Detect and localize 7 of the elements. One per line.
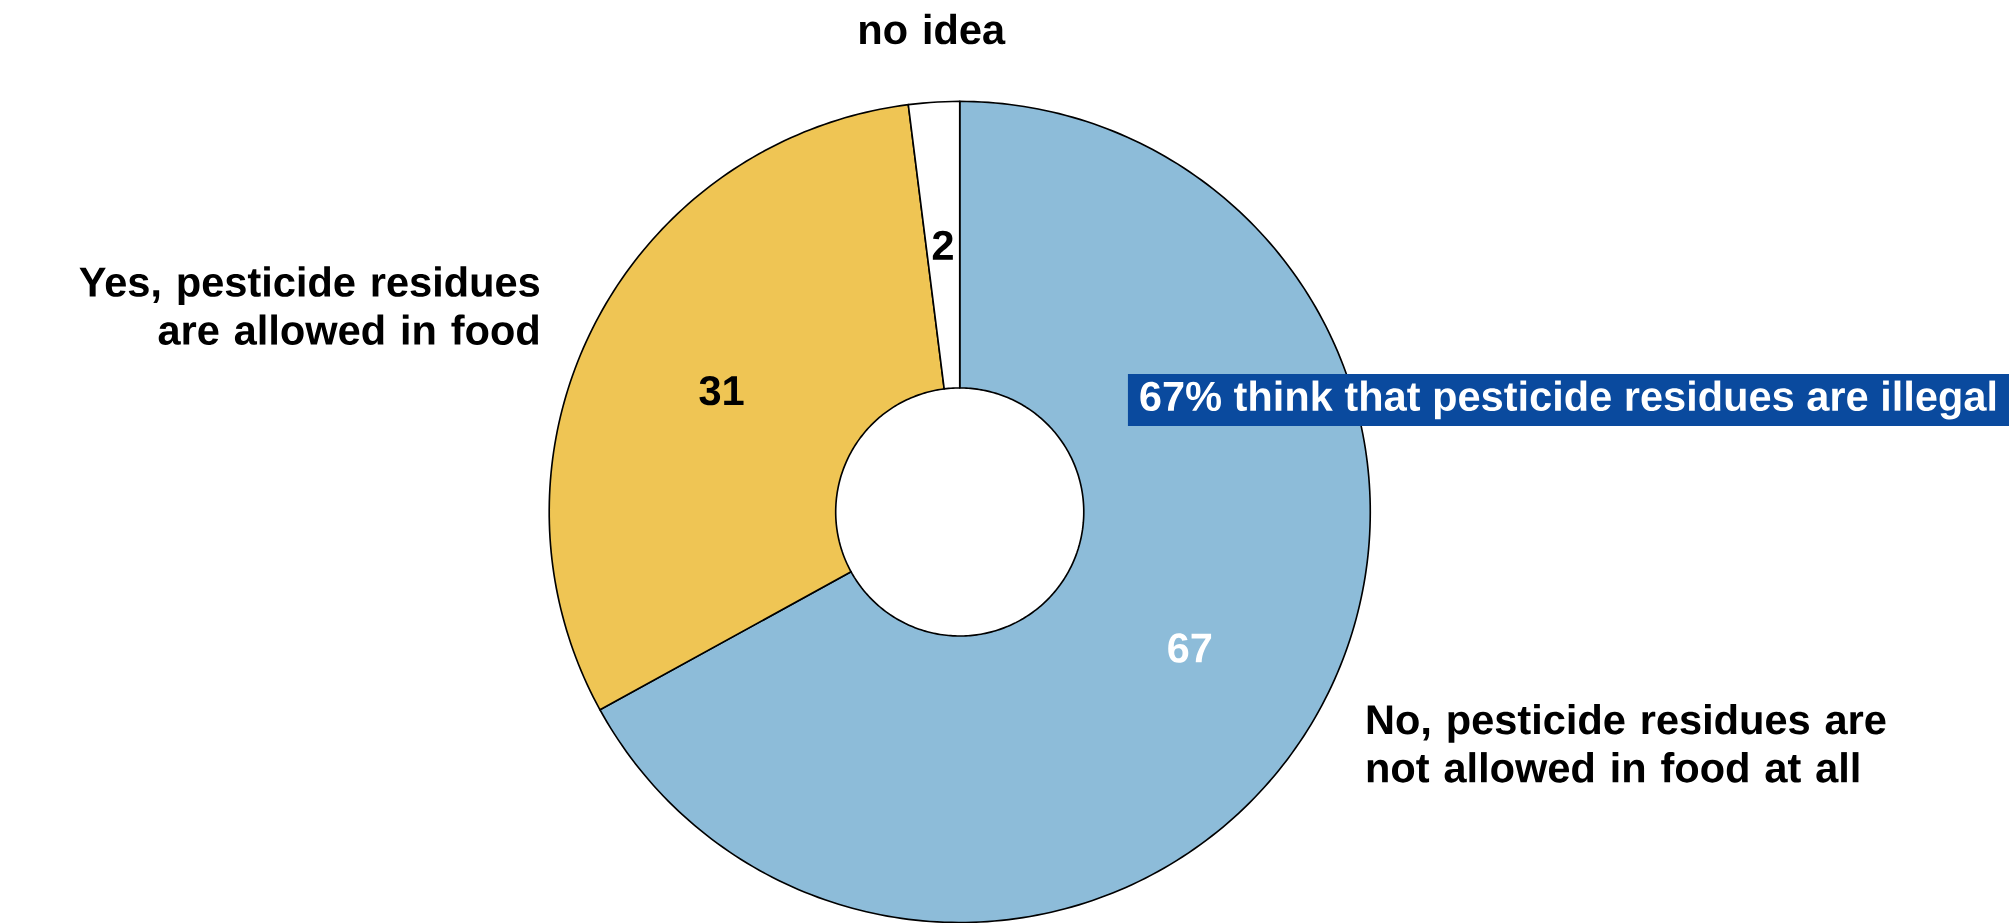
data-label: 2 [932, 230, 953, 260]
slice-label: No, pesticide residues are not allowed in food at all [1367, 703, 1886, 783]
data-label: 67 [1168, 633, 1212, 663]
slice-label: Yes, pesticide residues are allowed in food [79, 266, 540, 345]
data-label: 31 [699, 375, 744, 406]
text: 67% think that pesticide residues are illegal [1140, 380, 1996, 420]
slice-label: no idea [860, 13, 1006, 45]
